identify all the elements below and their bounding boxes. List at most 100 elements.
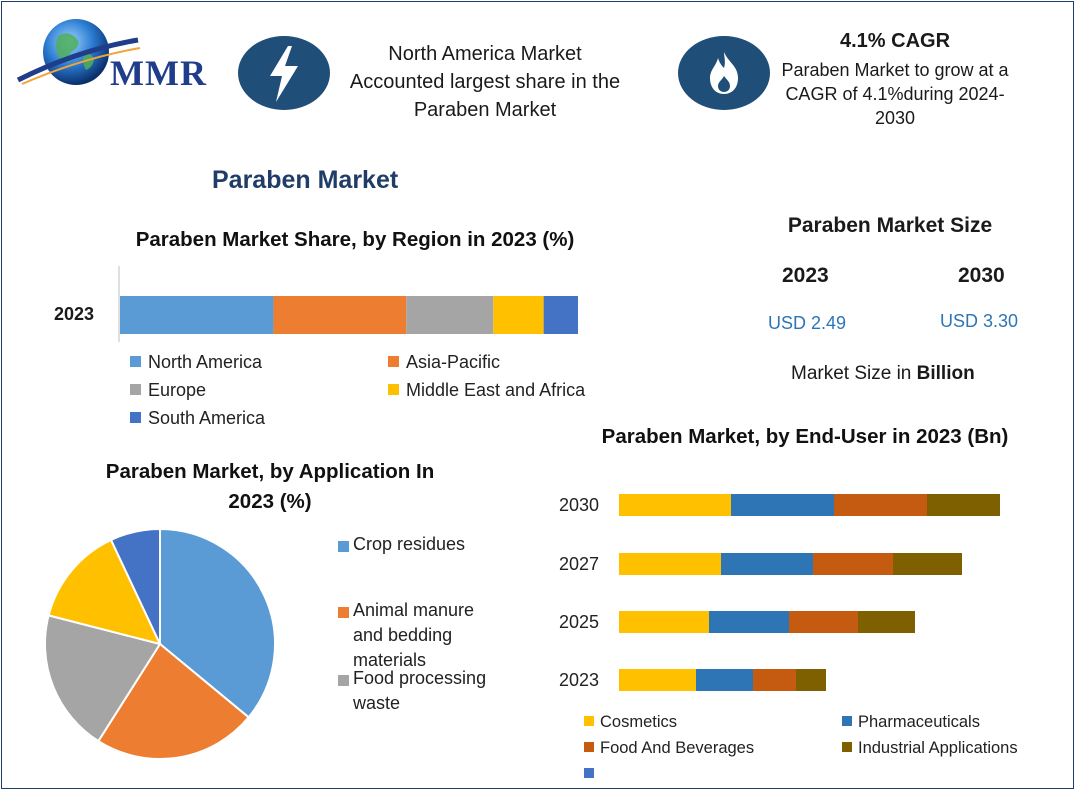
end-user-chart-title: Paraben Market, by End-User in 2023 (Bn) — [601, 425, 1009, 448]
pie-slice-food-processing-waste — [44, 614, 162, 743]
end-user-bar-food-and-beverages — [789, 611, 858, 633]
legend-north-america: North America — [130, 352, 262, 373]
end-user-year-label: 2023 — [559, 670, 599, 690]
legend-swatch — [130, 355, 141, 367]
market-size-year-2023: 2023 — [782, 264, 829, 287]
market-size-year-2030: 2030 — [958, 264, 1005, 287]
region-legend: North America Asia-Pacific Europe Middle… — [130, 352, 630, 438]
mmr-logo: MMR — [14, 14, 214, 96]
legend-label: Food And Beverages — [600, 739, 755, 757]
cagr-title: 4.1% CAGR — [839, 30, 951, 52]
legend-food-processing: Food processing waste — [338, 666, 528, 716]
end-user-year-label: 2027 — [559, 554, 599, 574]
region-bar-europe — [406, 296, 494, 334]
legend-line: Crop residues — [353, 534, 466, 554]
market-size-unit-note: Market Size in Billion — [791, 363, 975, 385]
end-user-bar-pharmaceuticals — [709, 611, 789, 633]
region-bar-asia-pacific — [273, 296, 407, 334]
legend-label: Europe — [148, 380, 207, 400]
legend-line: waste — [353, 693, 401, 713]
end-user-year-label: 2030 — [559, 495, 599, 515]
north-america-text: North America Market Accounted largest s… — [330, 40, 640, 124]
region-bar-north-america — [120, 296, 274, 334]
market-size-unit-bold: Billion — [916, 363, 975, 384]
market-size-value-2023: USD 2.49 — [768, 313, 847, 333]
lightning-bolt-icon — [270, 46, 298, 102]
north-america-line-1: North America Market — [388, 43, 582, 65]
legend-swatch — [584, 715, 594, 726]
market-size-title: Paraben Market Size — [787, 214, 993, 237]
end-user-bar-cosmetics — [619, 494, 731, 516]
legend-swatch — [388, 383, 399, 395]
end-user-bar-cosmetics — [619, 553, 721, 575]
legend-animal-manure: Animal manure and bedding materials — [338, 598, 528, 673]
legend-label: North America — [148, 352, 263, 372]
region-bar-middle-east-and-africa — [493, 296, 544, 334]
end-user-bar-pharmaceuticals — [696, 669, 753, 691]
legend-industrial-applications: Industrial Applications — [842, 739, 1018, 758]
region-bar-chart — [118, 266, 578, 342]
end-user-bar-industrial-applications — [893, 553, 962, 575]
application-chart-title: Paraben Market, by Application In 2023 (… — [105, 460, 435, 513]
cagr-line-3: 2030 — [874, 108, 916, 128]
end-user-bar-cosmetics — [619, 611, 709, 633]
legend-middle-east-africa: Middle East and Africa — [388, 380, 585, 401]
legend-unnamed — [584, 765, 600, 784]
flame-icon — [710, 52, 738, 94]
legend-line: and bedding — [353, 625, 453, 645]
page-title: Paraben Market — [212, 166, 399, 194]
legend-swatch — [130, 411, 141, 423]
legend-pharmaceuticals: Pharmaceuticals — [842, 713, 980, 732]
north-america-line-2: Accounted largest share in the — [349, 71, 621, 93]
end-user-bar-cosmetics — [619, 669, 696, 691]
legend-europe: Europe — [130, 380, 206, 401]
legend-asia-pacific: Asia-Pacific — [388, 352, 500, 373]
end-user-bar-food-and-beverages — [813, 553, 893, 575]
legend-swatch — [842, 715, 852, 726]
application-pie-chart — [44, 527, 276, 760]
legend-swatch — [338, 541, 349, 552]
end-user-bar-food-and-beverages — [834, 494, 927, 516]
end-user-bar-industrial-applications — [858, 611, 915, 633]
legend-swatch — [338, 675, 349, 686]
end-user-legend: Cosmetics Pharmaceuticals Food And Bever… — [584, 713, 1054, 783]
legend-cosmetics: Cosmetics — [584, 713, 677, 732]
end-user-bar-pharmaceuticals — [731, 494, 834, 516]
legend-swatch — [130, 383, 141, 395]
legend-line: Food processing — [353, 668, 487, 688]
legend-label: Middle East and Africa — [406, 380, 586, 400]
logo-text: MMR — [110, 53, 207, 93]
region-bar-south-america — [543, 296, 578, 334]
legend-food-beverages: Food And Beverages — [584, 739, 754, 758]
end-user-bar-industrial-applications — [927, 494, 1000, 516]
cagr-line-2: CAGR of 4.1%during 2024- — [785, 84, 1005, 104]
legend-swatch — [584, 767, 594, 778]
cagr-line-1: Paraben Market to grow at a — [781, 60, 1009, 80]
end-user-bar-pharmaceuticals — [721, 553, 813, 575]
pie-slice-unnamed-3 — [47, 538, 162, 646]
legend-line: Animal manure — [353, 600, 475, 620]
north-america-line-3: Paraben Market — [413, 99, 557, 121]
legend-south-america: South America — [130, 408, 265, 429]
legend-crop-residues: Crop residues — [338, 532, 528, 557]
legend-label: Pharmaceuticals — [858, 713, 980, 731]
end-user-year-label: 2025 — [559, 612, 599, 632]
legend-line: materials — [353, 650, 427, 670]
legend-label: Asia-Pacific — [406, 352, 501, 372]
legend-swatch — [842, 741, 852, 752]
region-category-label: 2023 — [54, 304, 95, 324]
end-user-bar-chart: 2030 2027 2025 2023 — [559, 494, 1000, 691]
globe-logo-icon — [16, 19, 141, 85]
market-size-value-2030: USD 3.30 — [940, 311, 1019, 331]
region-chart-title: Paraben Market Share, by Region in 2023 … — [135, 228, 575, 251]
cagr-text: Paraben Market to grow at a CAGR of 4.1%… — [770, 58, 1020, 130]
pie-slice-animal-manure-and-bedding-materials — [96, 642, 251, 760]
legend-swatch — [388, 355, 399, 367]
legend-swatch — [584, 741, 594, 752]
legend-label: Cosmetics — [600, 713, 678, 731]
end-user-bar-industrial-applications — [796, 669, 826, 691]
legend-swatch — [338, 607, 349, 618]
pie-slice-crop-residues — [159, 527, 276, 719]
legend-label: Industrial Applications — [858, 739, 1018, 757]
